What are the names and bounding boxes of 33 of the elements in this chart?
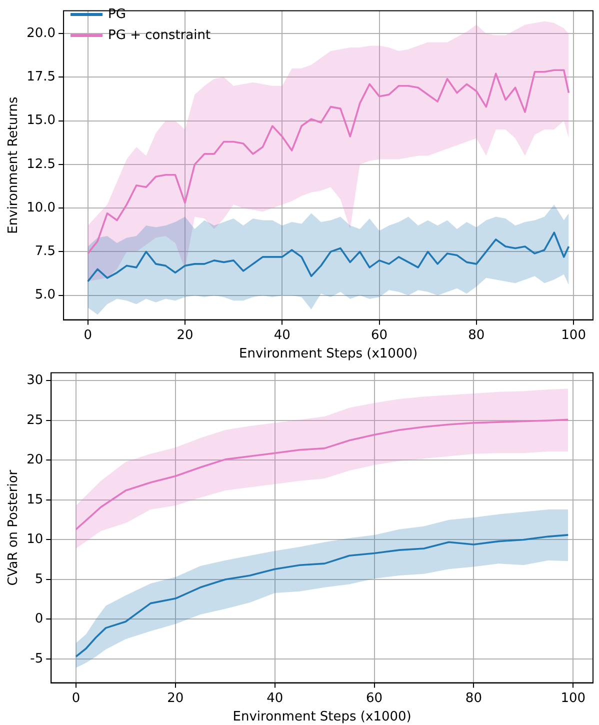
x-tick-label: 20 (167, 690, 184, 706)
y-tick-label: -5 (30, 651, 44, 666)
x-tick-label: 80 (468, 328, 485, 343)
y-tick-label: 10 (26, 532, 44, 548)
y-tick-label: 15.0 (26, 113, 56, 128)
y-tick-label: 17.5 (26, 70, 56, 85)
y-tick-label: 5.0 (34, 288, 56, 303)
y-axis-title: Environment Returns (6, 96, 22, 234)
x-tick-label: 60 (366, 690, 383, 706)
x-tick-label: 40 (274, 328, 290, 343)
y-tick-label: 20 (26, 452, 44, 468)
x-tick-label: 100 (560, 690, 586, 706)
x-axis-title: Environment Steps (x1000) (238, 346, 418, 362)
legend-label: PG (108, 6, 126, 22)
y-tick-label: 5 (34, 572, 44, 587)
x-tick-label: 40 (266, 690, 284, 706)
y-tick-label: 12.5 (26, 156, 56, 172)
x-tick-label: 80 (465, 690, 482, 706)
y-tick-label: 25 (26, 412, 44, 428)
y-tick-label: 10.0 (26, 200, 56, 216)
x-tick-label: 100 (561, 328, 586, 343)
x-tick-label: 0 (84, 328, 92, 343)
y-tick-label: 15 (26, 492, 44, 508)
y-tick-label: 30 (26, 373, 44, 388)
x-tick-label: 0 (72, 690, 80, 706)
x-tick-label: 60 (371, 328, 388, 343)
y-tick-label: 7.5 (34, 244, 56, 260)
y-tick-label: 0 (34, 612, 44, 627)
x-axis-title: Environment Steps (x1000) (232, 710, 412, 725)
x-tick-label: 20 (176, 328, 194, 343)
y-axis-title: CVaR on Posterior (6, 469, 22, 586)
y-tick-label: 20.0 (26, 26, 56, 41)
legend-label: PG + constraint (108, 28, 211, 43)
